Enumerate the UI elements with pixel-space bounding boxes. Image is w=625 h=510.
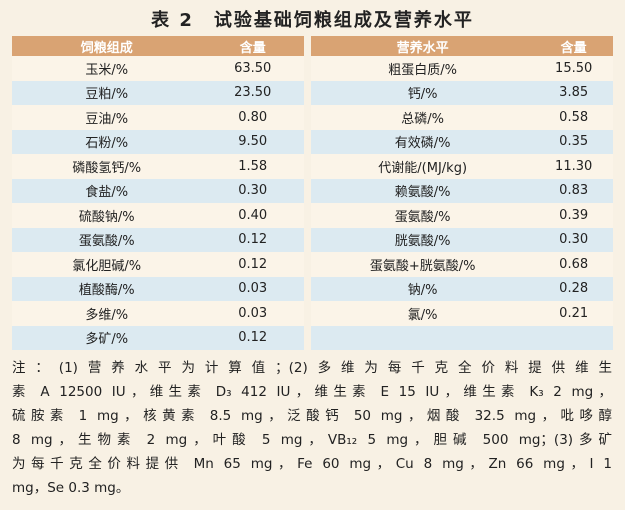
table-row: 钙/% 3.85	[311, 80, 613, 105]
table-row: 多矿/% 0.12	[12, 325, 304, 350]
value-cell: 0.68	[534, 252, 613, 277]
value-cell: 0.80	[201, 105, 304, 130]
value-cell: 0.21	[534, 301, 613, 326]
value-cell: 1.58	[201, 154, 304, 179]
table-row: 氯化胆碱/% 0.12	[12, 252, 304, 277]
item-cell: 钙/%	[311, 80, 535, 105]
note-line: 为每千克全价料提供 Mn 65 mg，Fe 60 mg，Cu 8 mg，Zn 6…	[12, 456, 612, 472]
value-cell: 0.35	[534, 129, 613, 154]
note-line: mg，Se 0.3 mg。	[12, 480, 130, 496]
table-row: 豆油/% 0.80	[12, 105, 304, 130]
item-cell: 植酸酶/%	[12, 276, 202, 301]
item-cell: 蛋氨酸/%	[311, 203, 535, 228]
value-cell: 15.50	[534, 56, 613, 81]
table-row	[311, 325, 613, 350]
header-cell: 饲粮组成	[12, 36, 202, 56]
item-cell: 粗蛋白质/%	[311, 56, 535, 81]
table-row: 钠/% 0.28	[311, 276, 613, 301]
table-row: 蛋氨酸/% 0.39	[311, 203, 613, 228]
table-row: 胱氨酸/% 0.30	[311, 227, 613, 252]
table-row: 硫酸钠/% 0.40	[12, 203, 304, 228]
table-row: 磷酸氢钙/% 1.58	[12, 154, 304, 179]
item-cell: 氯化胆碱/%	[12, 252, 202, 277]
value-cell: 0.58	[534, 105, 613, 130]
table-row: 玉米/% 63.50	[12, 56, 304, 81]
item-cell: 总磷/%	[311, 105, 535, 130]
item-cell: 多矿/%	[12, 325, 202, 350]
item-cell: 磷酸氢钙/%	[12, 154, 202, 179]
header-cell: 含量	[201, 36, 304, 56]
item-cell: 氯/%	[311, 301, 535, 326]
table-row: 石粉/% 9.50	[12, 129, 304, 154]
item-cell: 蛋氨酸/%	[12, 227, 202, 252]
value-cell: 0.28	[534, 276, 613, 301]
table-row: 氯/% 0.21	[311, 301, 613, 326]
item-cell: 钠/%	[311, 276, 535, 301]
table-row: 植酸酶/% 0.03	[12, 276, 304, 301]
nutrient-table: 营养水平 含量 粗蛋白质/% 15.50 钙/% 3.85 总磷/% 0.58 有效磷/% 0.3…	[311, 36, 613, 350]
value-cell: 0.03	[201, 276, 304, 301]
value-cell: 9.50	[201, 129, 304, 154]
table-row: 蛋氨酸/% 0.12	[12, 227, 304, 252]
composition-table: 饲粮组成 含量 玉米/% 63.50 豆粕/% 23.50 豆油/% 0.80 石粉/% 9.50…	[12, 36, 304, 350]
empty-cell	[311, 325, 535, 350]
value-cell: 0.12	[201, 252, 304, 277]
value-cell: 0.12	[201, 325, 304, 350]
note-line: 8 mg，生物素 2 mg，叶酸 5 mg，VB₁₂ 5 mg，胆碱 500 m…	[12, 432, 612, 448]
table-row: 有效磷/% 0.35	[311, 129, 613, 154]
item-cell: 石粉/%	[12, 129, 202, 154]
item-cell: 食盐/%	[12, 178, 202, 203]
value-cell: 0.12	[201, 227, 304, 252]
item-cell: 多维/%	[12, 301, 202, 326]
item-cell: 代谢能/(MJ/kg)	[311, 154, 535, 179]
value-cell: 3.85	[534, 80, 613, 105]
item-cell: 蛋氨酸+胱氨酸/%	[311, 252, 535, 277]
table-row: 食盐/% 0.30	[12, 178, 304, 203]
table-row: 多维/% 0.03	[12, 301, 304, 326]
table-row: 豆粕/% 23.50	[12, 80, 304, 105]
value-cell: 0.83	[534, 178, 613, 203]
item-cell: 豆油/%	[12, 105, 202, 130]
item-cell: 有效磷/%	[311, 129, 535, 154]
value-cell: 0.30	[201, 178, 304, 203]
value-cell: 23.50	[201, 80, 304, 105]
value-cell: 0.30	[534, 227, 613, 252]
header-row: 饲粮组成 含量	[12, 36, 304, 56]
value-cell: 0.39	[534, 203, 613, 228]
note-line: 素 A 12500 IU，维生素 D₃ 412 IU，维生素 E 15 IU，维…	[12, 384, 612, 400]
value-cell: 0.03	[201, 301, 304, 326]
value-cell: 63.50	[201, 56, 304, 81]
item-cell: 赖氨酸/%	[311, 178, 535, 203]
item-cell: 胱氨酸/%	[311, 227, 535, 252]
table-row: 代谢能/(MJ/kg) 11.30	[311, 154, 613, 179]
note: 注：(1)营养水平为计算值；(2)多维为每千克全价料提供维生素 A 12500 …	[12, 356, 612, 500]
header-cell: 营养水平	[311, 36, 535, 56]
table-row: 粗蛋白质/% 15.50	[311, 56, 613, 81]
item-cell: 硫酸钠/%	[12, 203, 202, 228]
table-title: 表 2 试验基础饲粮组成及营养水平	[151, 10, 474, 31]
empty-cell	[534, 325, 613, 350]
header-row: 营养水平 含量	[311, 36, 613, 56]
value-cell: 0.40	[201, 203, 304, 228]
value-cell: 11.30	[534, 154, 613, 179]
note-line: 注：(1)营养水平为计算值；(2)多维为每千克全价料提供维生	[12, 360, 612, 376]
table-row: 赖氨酸/% 0.83	[311, 178, 613, 203]
table-row: 蛋氨酸+胱氨酸/% 0.68	[311, 252, 613, 277]
item-cell: 玉米/%	[12, 56, 202, 81]
note-line: 硫胺素 1 mg，核黄素 8.5 mg，泛酸钙 50 mg，烟酸 32.5 mg…	[12, 408, 612, 424]
header-cell: 含量	[534, 36, 613, 56]
item-cell: 豆粕/%	[12, 80, 202, 105]
table-row: 总磷/% 0.58	[311, 105, 613, 130]
